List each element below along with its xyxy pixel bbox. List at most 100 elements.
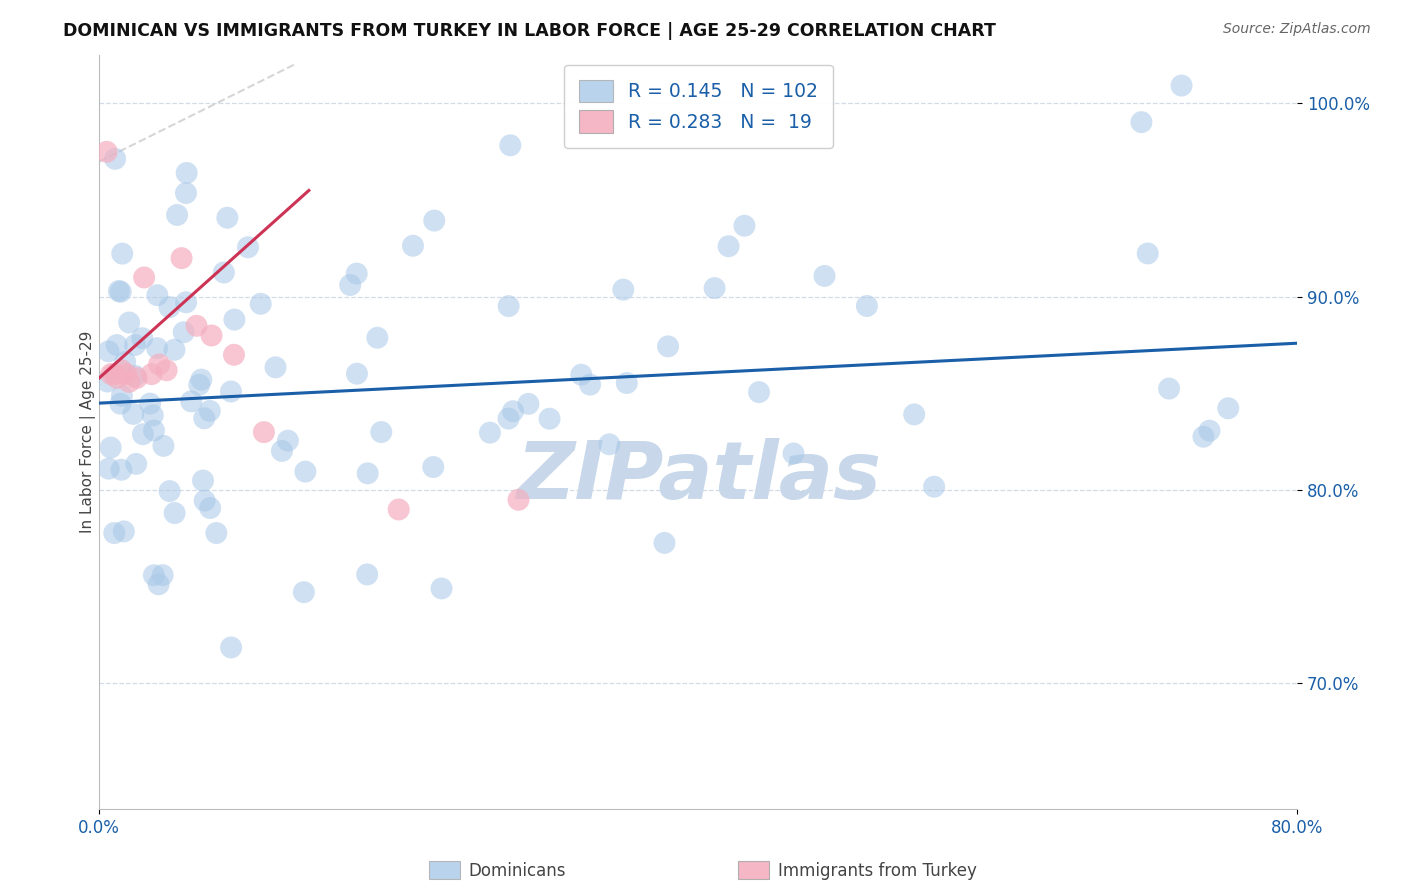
Point [370, 425, 392, 439]
Point [114, 355, 136, 369]
Point [105, 338, 128, 352]
Point [110, 397, 132, 411]
Point [190, 373, 212, 387]
Point [103, 367, 125, 381]
Point [108, 284, 131, 298]
Point [219, 640, 242, 655]
Point [174, 295, 197, 310]
Point [598, 437, 620, 451]
Point [271, 444, 294, 458]
Point [212, 265, 235, 279]
Point [357, 467, 380, 481]
Point [478, 425, 501, 440]
Point [219, 384, 242, 399]
Point [155, 363, 177, 377]
Point [346, 267, 368, 281]
Point [654, 536, 676, 550]
Point [143, 424, 166, 438]
Point [356, 567, 378, 582]
Point [200, 328, 222, 343]
Text: Immigrants from Turkey: Immigrants from Turkey [778, 862, 976, 880]
Point [346, 367, 368, 381]
Point [703, 281, 725, 295]
Point [579, 377, 602, 392]
Point [612, 283, 634, 297]
Point [194, 493, 217, 508]
Point [118, 375, 141, 389]
Point [1198, 424, 1220, 438]
Point [498, 411, 520, 425]
Point [264, 360, 287, 375]
Text: Dominicans: Dominicans [468, 862, 565, 880]
Point [1218, 401, 1240, 416]
Point [159, 300, 181, 314]
Point [294, 465, 316, 479]
Point [173, 325, 195, 339]
Point [110, 285, 132, 299]
Point [111, 363, 134, 377]
Point [124, 368, 146, 383]
Point [422, 460, 444, 475]
Point [118, 316, 141, 330]
Point [131, 331, 153, 345]
Point [569, 368, 592, 382]
Point [142, 568, 165, 582]
Point [813, 268, 835, 283]
Point [152, 568, 174, 582]
Point [198, 501, 221, 516]
Point [96, 375, 118, 389]
Point [134, 270, 156, 285]
Point [180, 394, 202, 409]
Point [97, 461, 120, 475]
Point [205, 526, 228, 541]
Point [111, 246, 134, 260]
Point [170, 251, 193, 265]
Point [124, 338, 146, 352]
Point [224, 312, 246, 326]
Point [146, 341, 169, 355]
Point [253, 425, 276, 439]
Point [125, 457, 148, 471]
Point [499, 138, 522, 153]
Point [112, 524, 135, 539]
Point [115, 367, 138, 381]
Point [249, 297, 271, 311]
Point [748, 385, 770, 400]
Point [174, 186, 197, 200]
Point [100, 367, 122, 381]
Point [292, 585, 315, 599]
Point [502, 404, 524, 418]
Point [903, 408, 925, 422]
Y-axis label: In Labor Force | Age 25-29: In Labor Force | Age 25-29 [80, 331, 96, 533]
Point [657, 339, 679, 353]
Legend: R = 0.145   N = 102, R = 0.283   N =  19: R = 0.145 N = 102, R = 0.283 N = 19 [564, 64, 832, 148]
Point [125, 371, 148, 385]
Point [1192, 430, 1215, 444]
Point [922, 480, 945, 494]
Point [176, 166, 198, 180]
Point [139, 396, 162, 410]
Point [782, 446, 804, 460]
Point [166, 208, 188, 222]
Point [97, 344, 120, 359]
Point [1130, 115, 1153, 129]
Point [188, 377, 211, 392]
Point [733, 219, 755, 233]
Point [159, 484, 181, 499]
Text: DOMINICAN VS IMMIGRANTS FROM TURKEY IN LABOR FORCE | AGE 25-29 CORRELATION CHART: DOMINICAN VS IMMIGRANTS FROM TURKEY IN L… [63, 22, 995, 40]
Point [1157, 382, 1180, 396]
Point [1170, 78, 1192, 93]
Point [508, 492, 530, 507]
Point [96, 145, 118, 159]
Point [191, 474, 214, 488]
Point [517, 397, 540, 411]
Point [1136, 246, 1159, 260]
Point [717, 239, 740, 253]
Point [146, 288, 169, 302]
Point [105, 371, 128, 385]
Point [388, 502, 411, 516]
Point [111, 389, 134, 403]
Point [148, 358, 170, 372]
Point [538, 411, 561, 425]
Point [430, 582, 453, 596]
